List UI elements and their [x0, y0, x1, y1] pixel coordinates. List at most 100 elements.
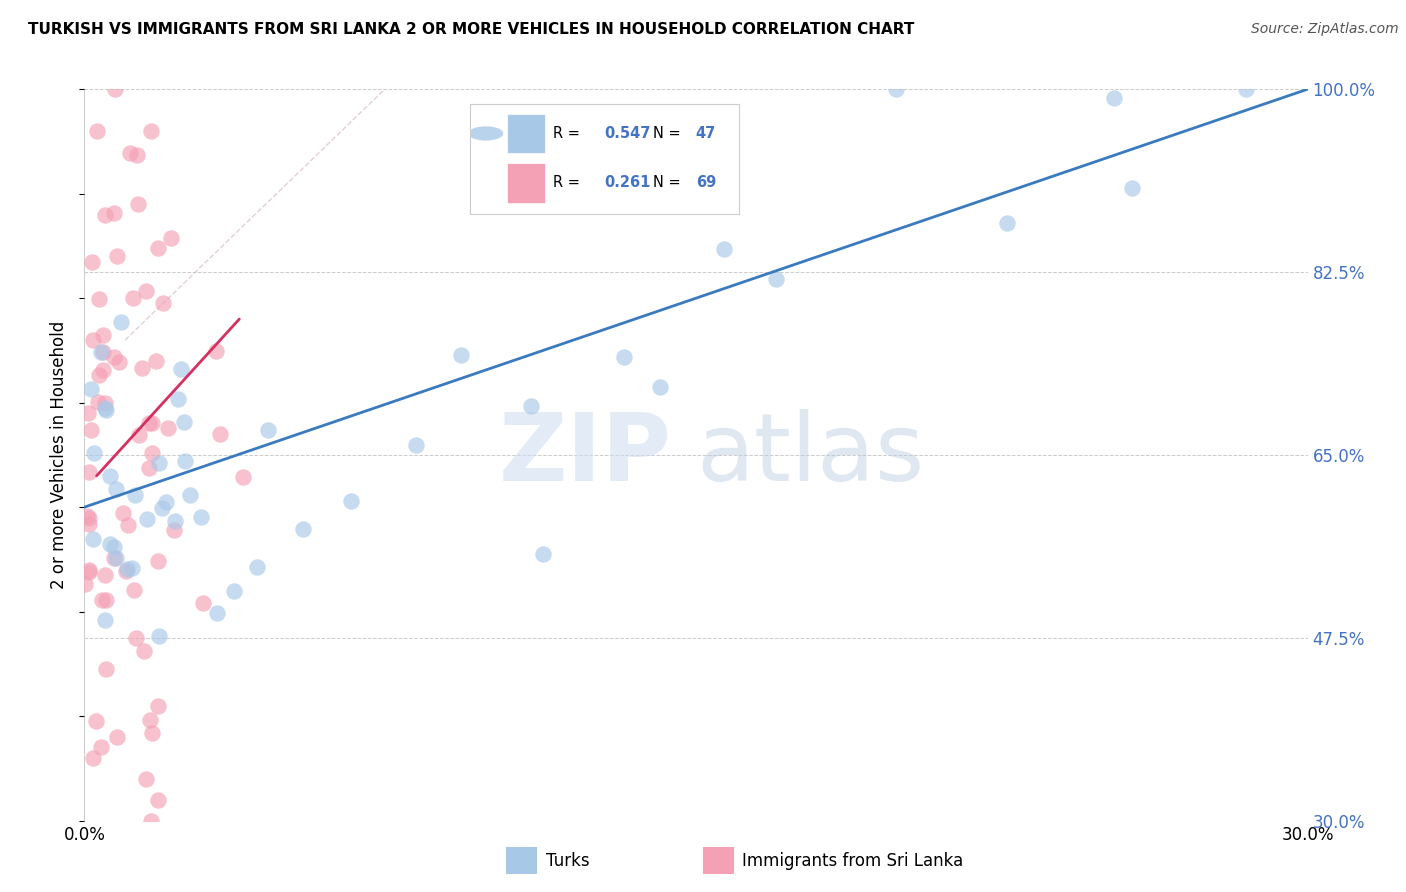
Point: [77, 511, 100, 525]
Point: [94, 396, 117, 410]
Point: [105, 551, 128, 566]
Bar: [508, 163, 546, 202]
Point: [155, 495, 177, 509]
Point: [209, 427, 232, 442]
Point: [531, 547, 554, 561]
Point: [257, 423, 280, 437]
Point: [87, 368, 110, 382]
Point: [79, 517, 101, 532]
Point: [77, 563, 100, 577]
Point: [86, 124, 108, 138]
Point: [108, 355, 131, 369]
Point: [169, 362, 191, 376]
Point: [103, 350, 125, 364]
Point: [222, 584, 245, 599]
Point: [291, 523, 314, 537]
Point: [90, 345, 112, 359]
Text: R =: R =: [553, 176, 585, 190]
Point: [173, 415, 195, 429]
Point: [93, 208, 117, 222]
Point: [90, 593, 112, 607]
Point: [103, 205, 125, 219]
Point: [91, 327, 114, 342]
Point: [156, 421, 179, 435]
Point: [110, 314, 132, 328]
Point: [141, 446, 163, 460]
Point: [82, 533, 104, 547]
Point: [127, 148, 149, 162]
Point: [146, 554, 169, 568]
Point: [166, 392, 188, 406]
Point: [80, 382, 103, 396]
Point: [82, 255, 104, 269]
Point: [135, 284, 157, 298]
Text: TURKISH VS IMMIGRANTS FROM SRI LANKA 2 OR MORE VEHICLES IN HOUSEHOLD CORRELATION: TURKISH VS IMMIGRANTS FROM SRI LANKA 2 O…: [28, 22, 914, 37]
Point: [173, 454, 195, 468]
Text: 0.547: 0.547: [605, 126, 651, 141]
Point: [613, 350, 636, 364]
Point: [83, 446, 105, 460]
Point: [104, 82, 127, 96]
Y-axis label: 2 or more Vehicles in Household: 2 or more Vehicles in Household: [51, 321, 69, 589]
Text: 47: 47: [696, 126, 716, 141]
Point: [139, 713, 162, 727]
Circle shape: [468, 127, 503, 141]
Point: [93, 363, 115, 377]
Point: [135, 772, 157, 786]
Point: [127, 196, 149, 211]
Point: [82, 333, 104, 347]
Point: [79, 423, 101, 437]
Point: [205, 606, 228, 620]
Point: [405, 438, 427, 452]
Point: [100, 469, 122, 483]
Point: [94, 593, 117, 607]
Point: [136, 511, 159, 525]
Point: [141, 416, 163, 430]
Point: [152, 296, 174, 310]
Point: [117, 518, 139, 533]
Point: [134, 643, 156, 657]
Point: [93, 345, 115, 359]
Point: [114, 564, 136, 578]
Point: [246, 560, 269, 574]
Point: [98, 537, 121, 551]
Text: ZIP: ZIP: [499, 409, 672, 501]
Point: [105, 730, 128, 744]
Point: [87, 292, 110, 306]
Point: [648, 380, 671, 394]
Point: [77, 465, 100, 479]
Bar: [508, 113, 546, 153]
Point: [122, 291, 145, 305]
Text: Turks: Turks: [546, 852, 589, 870]
Point: [105, 483, 128, 497]
Point: [146, 698, 169, 713]
Point: [765, 272, 787, 286]
Point: [96, 662, 118, 676]
Point: [148, 456, 170, 470]
Point: [450, 348, 472, 362]
Point: [77, 565, 100, 579]
Point: [96, 402, 118, 417]
Point: [146, 242, 169, 256]
Point: [141, 726, 163, 740]
Point: [148, 629, 170, 643]
Point: [159, 231, 181, 245]
Point: [146, 793, 169, 807]
Point: [150, 500, 173, 515]
Point: [204, 343, 226, 358]
Point: [94, 401, 117, 416]
Point: [124, 488, 146, 502]
Point: [105, 249, 128, 263]
Point: [84, 714, 107, 728]
Point: [93, 613, 115, 627]
Point: [121, 561, 143, 575]
Point: [190, 510, 212, 524]
Point: [191, 597, 214, 611]
Text: 69: 69: [696, 176, 716, 190]
Point: [111, 506, 134, 520]
Point: [1104, 91, 1126, 105]
Point: [118, 145, 141, 160]
Point: [145, 353, 167, 368]
Point: [124, 583, 146, 598]
Point: [138, 416, 160, 430]
